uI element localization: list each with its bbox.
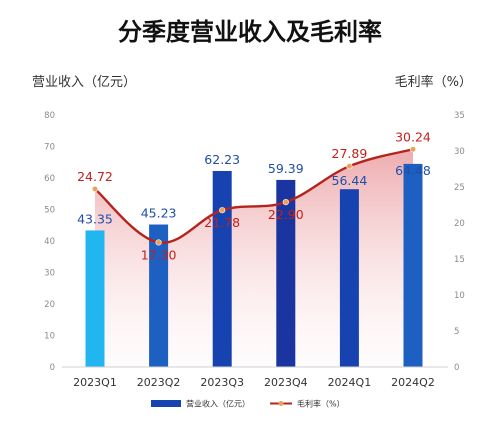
category-labels: 2023Q1 2023Q2 2023Q3 2023Q4 2024Q1 2024Q2 [73,376,435,389]
left-tick-label: 20 [44,300,55,310]
margin-point-2023Q1 [91,185,99,193]
right-tick-label: 0 [454,363,459,373]
revenue-label-2023Q1: 43.35 [77,211,113,226]
revenue-bar-2023Q1 [85,230,105,367]
left-tick-label: 0 [50,363,55,373]
legend-margin-label: 毛利率（%） [297,399,345,409]
category-label-2024Q1: 2024Q1 [328,376,372,389]
margin-data-labels: 24.72 17.30 21.78 22.90 27.89 30.24 [77,129,431,262]
margin-area-fill [95,149,413,367]
left-tick-label: 10 [44,332,55,342]
legend: 营业收入（亿元） 毛利率（%） [151,399,345,409]
legend-revenue-swatch [151,400,181,407]
chart-title: 分季度营业收入及毛利率 [118,18,382,46]
margin-point-2024Q2 [409,146,417,153]
left-tick-label: 30 [44,269,55,279]
revenue-bar-2024Q1 [339,189,359,367]
revenue-label-2023Q2: 45.23 [141,206,177,221]
margin-line [93,148,415,244]
right-axis-ticks: 0 5 10 15 20 25 30 35 [454,111,465,373]
margin-label-2023Q4: 22.90 [268,207,304,222]
category-label-2023Q2: 2023Q2 [137,376,181,389]
revenue-label-2024Q2: 64.48 [395,163,431,178]
margin-point-2023Q2 [155,239,162,246]
left-tick-label: 50 [44,206,55,216]
revenue-bar-2024Q2 [403,163,423,367]
left-tick-label: 60 [44,174,55,184]
category-label-2024Q2: 2024Q2 [391,376,435,389]
left-axis-ticks: 0 10 20 30 40 50 60 70 80 [44,111,55,373]
left-tick-label: 80 [44,111,55,121]
margin-label-2023Q3: 21.78 [204,215,240,230]
right-tick-label: 30 [454,147,465,157]
revenue-bar-2023Q2 [149,224,169,367]
category-label-2023Q1: 2023Q1 [73,376,117,389]
revenue-bar-2023Q4 [276,179,296,367]
margin-label-2024Q2: 30.24 [395,129,431,144]
right-tick-label: 10 [454,291,465,301]
revenue-label-2023Q3: 62.23 [204,152,240,167]
right-tick-label: 20 [454,219,465,229]
left-axis-title: 营业收入（亿元） [32,75,136,90]
margin-label-2023Q1: 24.72 [77,169,113,184]
left-tick-label: 70 [44,143,55,153]
margin-points [91,146,417,246]
left-tick-label: 40 [44,237,55,247]
right-axis-title: 毛利率（%） [395,74,472,90]
revenue-data-labels: 43.35 45.23 62.23 59.39 56.44 64.48 [77,152,431,226]
margin-label-2023Q2: 17.30 [141,247,177,262]
right-tick-label: 15 [454,255,465,265]
legend-margin-marker [278,401,284,406]
margin-point-2023Q4 [282,199,289,206]
margin-point-2024Q1 [346,163,353,170]
category-label-2023Q4: 2023Q4 [264,376,308,389]
revenue-bars [85,163,423,367]
margin-point-2023Q3 [219,207,226,214]
revenue-bar-2023Q3 [212,170,232,367]
right-tick-label: 25 [454,183,465,193]
category-label-2023Q3: 2023Q3 [200,376,244,389]
revenue-label-2023Q4: 59.39 [268,161,304,176]
margin-label-2024Q1: 27.89 [332,146,368,161]
legend-revenue-label: 营业收入（亿元） [186,399,250,409]
right-tick-label: 5 [454,327,459,337]
right-tick-label: 35 [454,111,465,121]
revenue-label-2024Q1: 56.44 [332,173,368,188]
